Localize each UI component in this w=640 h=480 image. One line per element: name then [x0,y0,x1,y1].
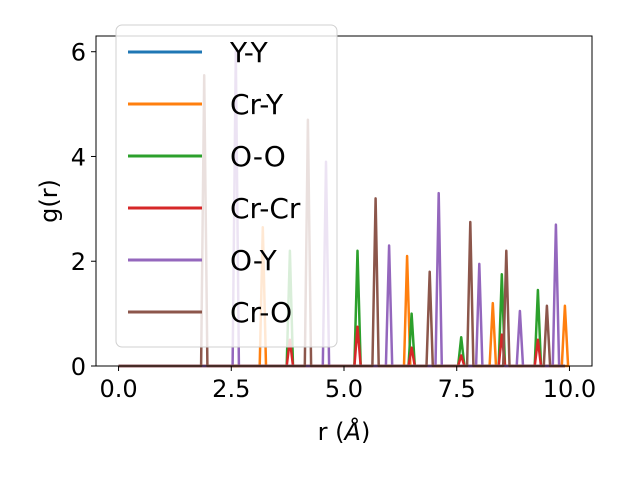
x-axis-ticks: 0.0 2.5 5.0 7.5 10.0 [99,366,596,403]
x-tick-label: 2.5 [212,375,250,403]
y-tick-label: 4 [71,143,86,171]
y-tick-label: 6 [71,39,86,67]
legend-label: Cr-Y [230,88,284,121]
legend-label: O-Y [230,244,278,277]
x-tick-label: 5.0 [325,375,363,403]
x-axis-label-close: ) [361,418,370,446]
x-axis-label: r (Å) [318,417,371,446]
y-tick-label: 2 [71,248,86,276]
legend-box [115,24,338,348]
x-tick-label: 0.0 [99,375,137,403]
legend-label: Cr-O [230,296,292,329]
y-axis-ticks: 0 2 4 6 [71,39,96,381]
y-axis-label: g(r) [35,179,63,223]
legend: Y-Y Cr-Y O-O Cr-Cr O-Y Cr-O [115,24,338,348]
legend-label: Cr-Cr [230,192,301,225]
y-tick-label: 0 [71,353,86,381]
x-axis-label-main: r ( [318,418,345,446]
x-tick-label: 10.0 [543,375,596,403]
legend-label: Y-Y [229,36,269,69]
x-axis-label-unit: Å [343,417,361,446]
x-tick-label: 7.5 [438,375,476,403]
legend-label: O-O [230,140,286,173]
